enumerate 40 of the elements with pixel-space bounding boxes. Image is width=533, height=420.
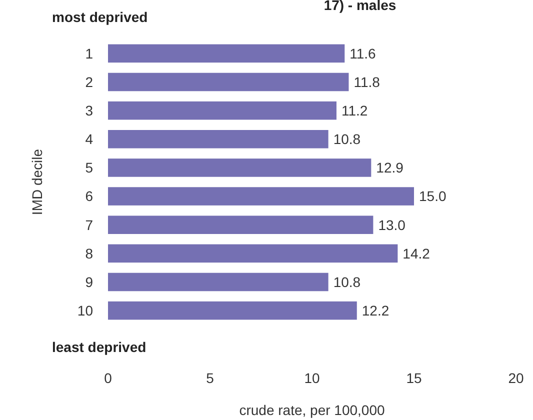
y-tick-label: 1 [85,45,94,62]
bar [108,301,357,320]
y-tick-label: 10 [77,302,94,318]
y-tick-label: 9 [85,274,94,290]
data-label: 14.2 [402,245,430,262]
data-label: 11.2 [341,102,368,118]
bar [108,272,328,292]
bar [108,101,336,120]
x-tick-label: 20 [508,370,524,386]
x-tick-label: 10 [304,370,320,386]
y-axis-title: IMD decile [29,148,45,216]
x-tick-label: 15 [406,370,422,386]
y-tick-label: 4 [85,131,94,148]
data-label: 11.8 [354,74,380,90]
data-label: 10.8 [333,131,361,148]
x-tick-label: 0 [104,370,112,386]
data-label: 11.6 [350,45,376,62]
text: most deprived [52,9,148,25]
y-tick-label: 5 [85,160,94,176]
text: least deprived [52,339,146,355]
bar [108,158,372,177]
bar [108,130,328,148]
chart-title: 17) - males [324,0,396,13]
y-tick-label: 6 [85,188,94,204]
data-label: 13.0 [378,216,406,233]
y-tick-label: 2 [85,74,94,90]
x-tick-label: 5 [206,370,214,386]
data-label: 12.9 [376,160,404,176]
bar [108,72,349,92]
y-tick-label: 3 [85,102,94,118]
x-axis-title: crude rate, per 100,000 [239,402,385,418]
data-label: 12.2 [362,302,390,318]
data-label: 15.0 [419,188,446,204]
y-tick-label: 7 [85,216,94,233]
bar [108,44,345,63]
bar [108,244,398,263]
y-tick-label: 8 [85,245,94,262]
bar [108,187,414,206]
data-label: 10.8 [333,274,361,290]
bar [108,216,374,234]
